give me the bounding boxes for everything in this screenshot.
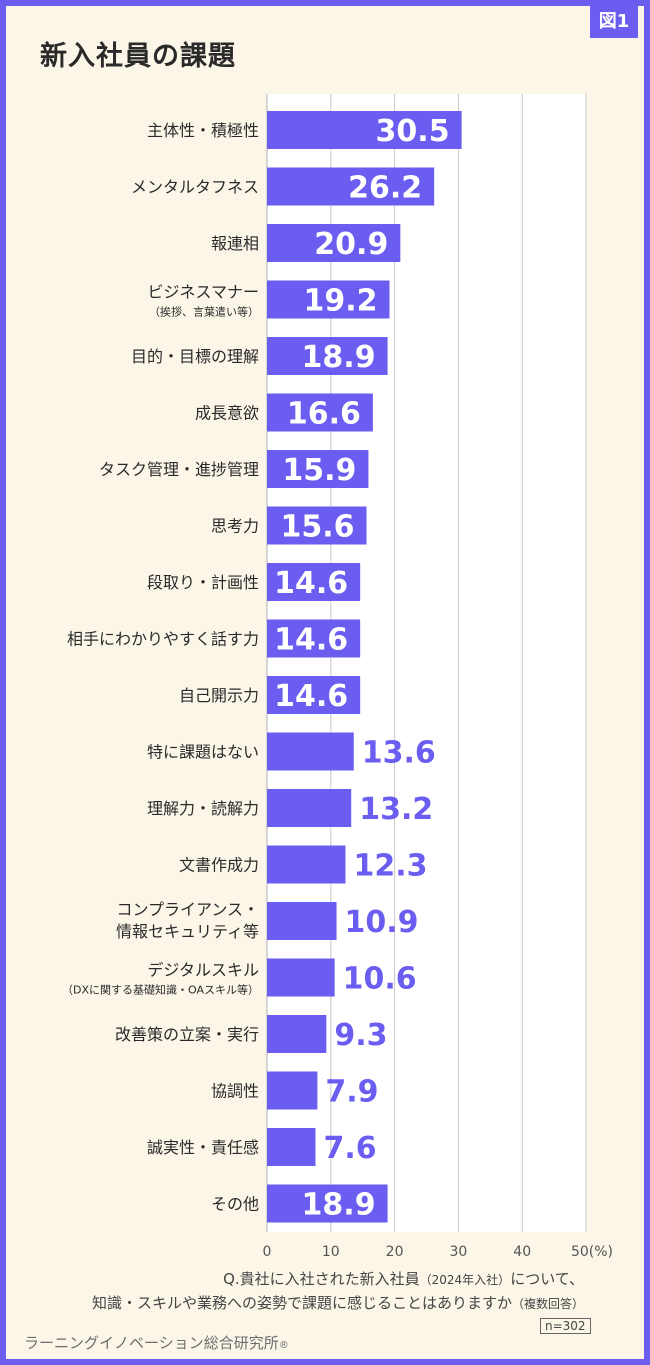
category-label: 段取り・計画性: [147, 573, 259, 592]
bar: [267, 845, 346, 884]
bar-value-label: 16.6: [287, 397, 361, 432]
bar: [267, 224, 401, 262]
category-label: メンタルタフネス: [131, 178, 259, 197]
category-label: 協調性: [211, 1082, 259, 1101]
plot-area: [267, 94, 586, 1232]
bar-value-label: 10.6: [343, 962, 417, 997]
category-label: 特に課題はない: [147, 743, 259, 762]
bar-value-label: 30.5: [376, 114, 450, 149]
category-label: 成長意欲: [195, 404, 259, 423]
question-multi-answer: （複数回答）: [511, 1297, 584, 1311]
bar: [267, 337, 388, 375]
bar-value-label: 18.9: [302, 1188, 376, 1223]
category-sublabel: （挨拶、言葉遣い等）: [149, 305, 259, 319]
bar-value-label: 14.6: [274, 679, 348, 714]
x-tick-label: 10: [322, 1244, 340, 1260]
bar-value-label: 19.2: [303, 284, 377, 319]
bar-value-label: 13.2: [359, 792, 433, 827]
survey-question-line2: 知識・スキルや業務への姿勢で課題に感じることはありますか（複数回答）: [24, 1292, 584, 1313]
bar-value-label: 14.6: [274, 566, 348, 601]
page-title: 新入社員の課題: [40, 41, 236, 72]
bar-value-label: 15.6: [280, 510, 354, 545]
bar: [267, 619, 361, 658]
category-label: ビジネスマナー: [147, 283, 259, 302]
category-label: 改善策の立案・実行: [115, 1025, 259, 1044]
category-label: 誠実性・責任感: [147, 1138, 259, 1157]
question-year: （2024年入社）: [419, 1273, 511, 1287]
source-name: ラーニングイノベーション総合研究所: [24, 1334, 279, 1352]
bar-value-label: 12.3: [353, 849, 427, 884]
question-text-a: Q.貴社に入社された新入社員: [223, 1270, 420, 1288]
category-label: タスク管理・進捗管理: [99, 460, 259, 479]
bar-chart: 0 10 20 30 40 50(%) 主体性・積極性 30.5 メンタルタフネス 26.2 報連相…: [62, 94, 613, 1260]
bar: [267, 1015, 327, 1053]
bar: [267, 1071, 318, 1110]
category-label: 文書作成力: [179, 856, 259, 875]
category-label: 理解力・読解力: [147, 799, 259, 818]
bar: [267, 563, 361, 601]
bar-value-label: 15.9: [282, 453, 356, 488]
bar: [267, 506, 367, 545]
category-label: 目的・目標の理解: [131, 347, 259, 366]
category-label: コンプライアンス・: [116, 900, 259, 919]
bar: [267, 1184, 388, 1223]
bar-value-label: 9.3: [334, 1018, 387, 1053]
bar: [267, 450, 369, 488]
category-sublabel: 情報セキュリティ等: [116, 922, 259, 941]
bar: [267, 280, 390, 319]
category-label: その他: [211, 1195, 259, 1214]
category-label: 思考力: [211, 517, 259, 536]
category-label: 主体性・積極性: [147, 121, 259, 140]
bar-value-label: 10.9: [345, 905, 419, 940]
category-label: 相手にわかりやすく話す力: [67, 630, 259, 649]
bar-value-label: 26.2: [348, 171, 422, 206]
bar: [267, 958, 335, 997]
bar-value-label: 7.6: [323, 1131, 376, 1166]
category-label: 報連相: [211, 234, 259, 253]
bar-value-label: 14.6: [274, 623, 348, 658]
question-text-b: について、: [510, 1270, 584, 1288]
bar: [267, 676, 361, 714]
bar-value-label: 18.9: [302, 340, 376, 375]
sample-size-badge: n=302: [540, 1318, 591, 1334]
x-tick-label: 0: [263, 1244, 272, 1260]
x-tick-label: 30: [449, 1244, 467, 1260]
chart-card: 図1 新入社員の課題 0 10 20 30 40 50(%) 主体性・積極性 30.5 メンタル…: [6, 6, 644, 1359]
figure-tag: 図1: [590, 6, 638, 38]
bar: [267, 393, 373, 432]
bar-value-label: 7.9: [325, 1075, 378, 1110]
bar: [267, 1128, 316, 1166]
x-tick-label: 40: [513, 1244, 531, 1260]
category-label: 自己開示力: [179, 686, 259, 705]
bar-value-label: 13.6: [362, 736, 436, 771]
bar: [267, 732, 354, 771]
bar: [267, 789, 352, 827]
registered-mark: ®: [278, 1340, 289, 1351]
source-credit: ラーニングイノベーション総合研究所®: [24, 1332, 289, 1353]
x-tick-label: 20: [386, 1244, 404, 1260]
category-sublabel: （DXに関する基礎知識・OAスキル等）: [62, 983, 259, 997]
x-tick-label: 50(%): [571, 1244, 613, 1260]
survey-question-line1: Q.貴社に入社された新入社員（2024年入社）について、: [24, 1268, 584, 1289]
question-text-c: 知識・スキルや業務への姿勢で課題に感じることはありますか: [91, 1294, 512, 1312]
bar-value-label: 20.9: [314, 227, 388, 262]
bar: [267, 111, 462, 149]
bar: [267, 167, 435, 206]
bar: [267, 902, 337, 940]
category-label: デジタルスキル: [147, 961, 259, 980]
